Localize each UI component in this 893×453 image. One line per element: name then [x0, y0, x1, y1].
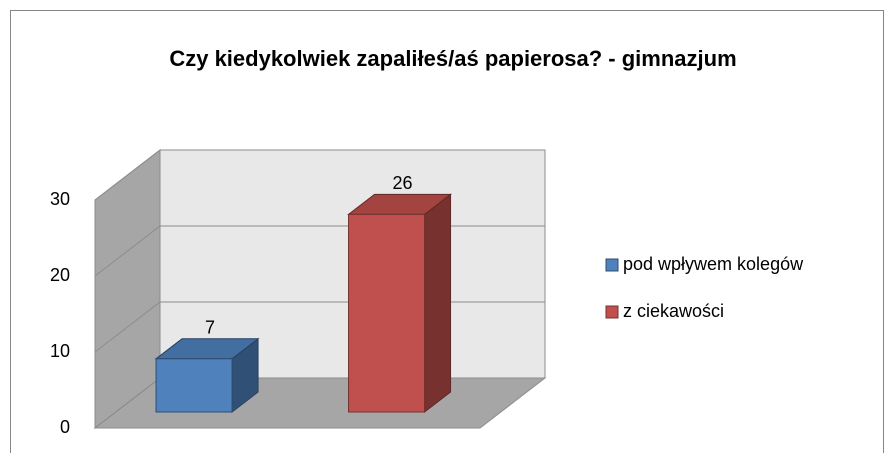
bar [155, 358, 233, 413]
y-tick-label: 20 [50, 265, 70, 285]
bar [348, 213, 426, 413]
bar-side [424, 193, 452, 414]
y-tick-label: 0 [60, 417, 70, 437]
data-label: 7 [205, 318, 215, 338]
y-tick-label: 30 [50, 189, 70, 209]
legend-swatch [605, 258, 619, 272]
data-label: 26 [393, 173, 413, 193]
legend-label: z ciekawości [623, 301, 724, 321]
legend-label: pod wpływem kolegów [623, 254, 804, 274]
chart-title: Czy kiedykolwiek zapaliłeś/aś papierosa?… [169, 46, 737, 71]
grid-line [94, 149, 545, 201]
y-tick-label: 10 [50, 341, 70, 361]
legend-swatch [605, 305, 619, 319]
